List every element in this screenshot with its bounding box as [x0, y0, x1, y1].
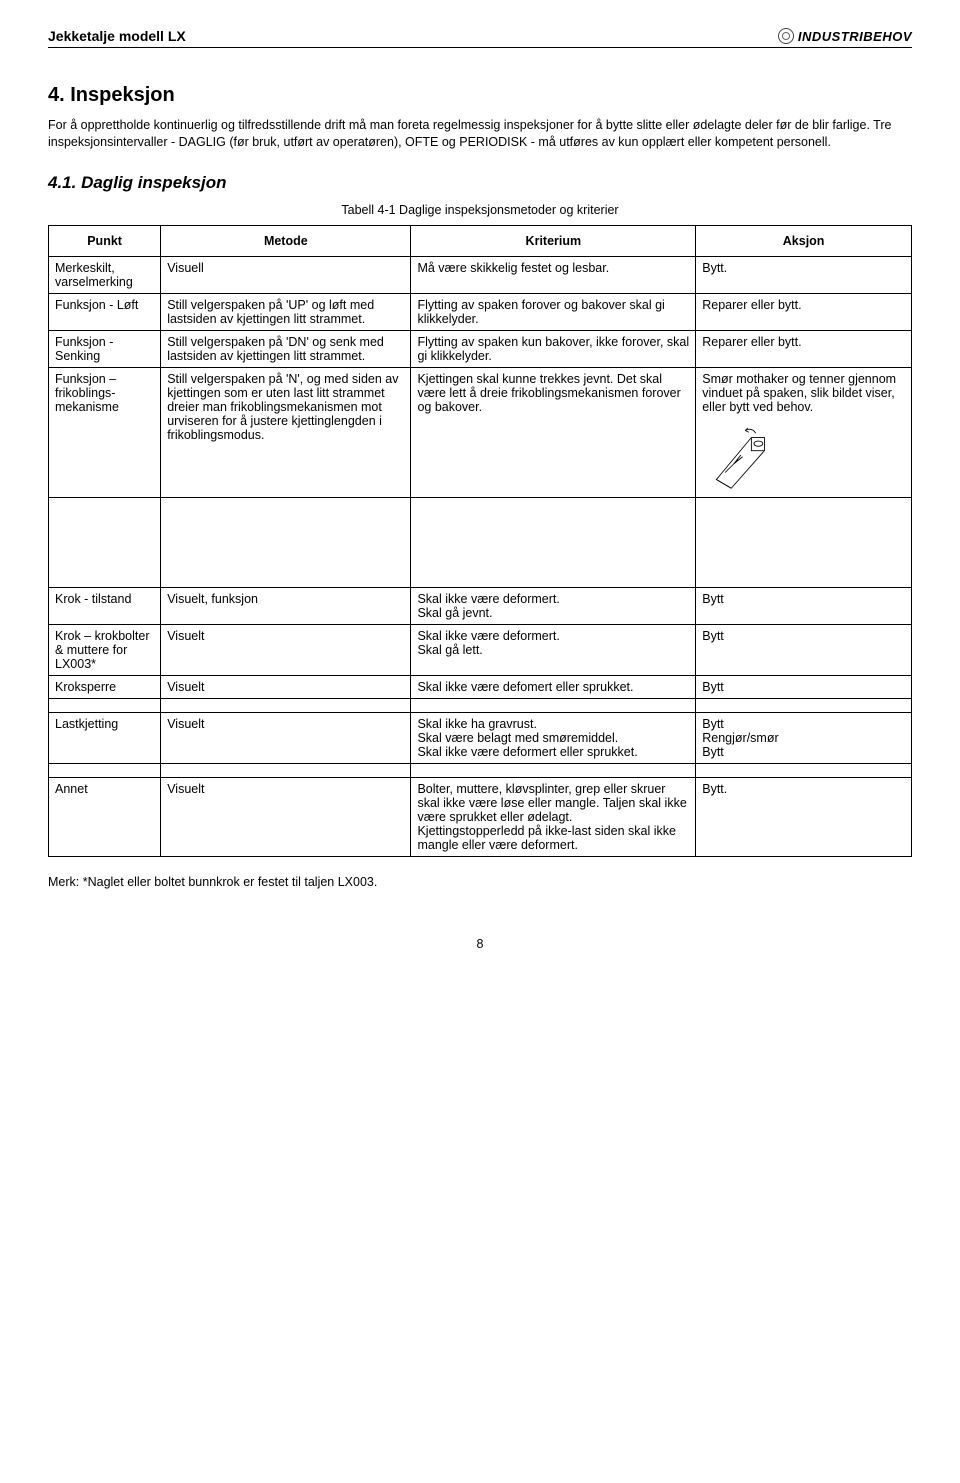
table-cell: Annet — [49, 777, 161, 856]
spacer-row — [49, 698, 912, 712]
table-row: Funksjon - SenkingStill velgerspaken på … — [49, 330, 912, 367]
spacer-row — [49, 763, 912, 777]
table-cell: Visuelt — [161, 675, 411, 698]
table-cell: Skal ikke være deformert.Skal gå jevnt. — [411, 587, 696, 624]
table-row: Krok - tilstandVisuelt, funksjonSkal ikk… — [49, 587, 912, 624]
table-cell: Still velgerspaken på 'DN' og senk med l… — [161, 330, 411, 367]
table-cell: Funksjon - Løft — [49, 293, 161, 330]
th-punkt: Punkt — [49, 225, 161, 256]
table-row: Merkeskilt, varselmerkingVisuellMå være … — [49, 256, 912, 293]
table-cell: Flytting av spaken kun bakover, ikke for… — [411, 330, 696, 367]
footnote: Merk: *Naglet eller boltet bunnkrok er f… — [48, 875, 912, 889]
inspection-table: Punkt Metode Kriterium Aksjon Merkeskilt… — [48, 225, 912, 857]
table-cell: Skal ikke være defomert eller sprukket. — [411, 675, 696, 698]
table-cell: Still velgerspaken på 'UP' og løft med l… — [161, 293, 411, 330]
th-aksjon: Aksjon — [696, 225, 912, 256]
table-body: Merkeskilt, varselmerkingVisuellMå være … — [49, 256, 912, 856]
table-cell: Må være skikkelig festet og lesbar. — [411, 256, 696, 293]
table-cell: Visuelt — [161, 624, 411, 675]
table-cell: Visuelt — [161, 712, 411, 763]
subsection-title: 4.1. Daglig inspeksjon — [48, 173, 912, 193]
table-cell: Funksjon - Senking — [49, 330, 161, 367]
table-cell: Reparer eller bytt. — [696, 293, 912, 330]
table-header-row: Punkt Metode Kriterium Aksjon — [49, 225, 912, 256]
page-number: 8 — [48, 937, 912, 951]
table-cell: Merkeskilt, varselmerking — [49, 256, 161, 293]
page-header: Jekketalje modell LX INDUSTRIBEHOV — [48, 28, 912, 48]
logo-icon — [778, 28, 794, 44]
section-title: 4. Inspeksjon — [48, 84, 912, 107]
table-cell: Bytt — [696, 675, 912, 698]
table-cell: Reparer eller bytt. — [696, 330, 912, 367]
table-cell: Krok - tilstand — [49, 587, 161, 624]
table-cell: Funksjon – frikoblings-mekanisme — [49, 367, 161, 497]
section-intro: For å opprettholde kontinuerlig og tilfr… — [48, 117, 912, 151]
table-cell: Smør mothaker og tenner gjennom vinduet … — [696, 367, 912, 497]
table-cell: Kjettingen skal kunne trekkes jevnt. Det… — [411, 367, 696, 497]
table-cell: ByttRengjør/smørBytt — [696, 712, 912, 763]
table-cell: Skal ikke være deformert.Skal gå lett. — [411, 624, 696, 675]
table-cell: Flytting av spaken forover og bakover sk… — [411, 293, 696, 330]
table-caption: Tabell 4-1 Daglige inspeksjonsmetoder og… — [48, 203, 912, 217]
table-row: AnnetVisueltBolter, muttere, kløvsplinte… — [49, 777, 912, 856]
th-kriterium: Kriterium — [411, 225, 696, 256]
table-row: LastkjettingVisueltSkal ikke ha gravrust… — [49, 712, 912, 763]
table-cell: Kroksperre — [49, 675, 161, 698]
table-row: Funksjon - LøftStill velgerspaken på 'UP… — [49, 293, 912, 330]
th-metode: Metode — [161, 225, 411, 256]
spacer-row — [49, 497, 912, 587]
table-cell: Bytt — [696, 587, 912, 624]
table-cell: Krok – krokbolter & muttere for LX003* — [49, 624, 161, 675]
logo-text: INDUSTRIBEHOV — [798, 29, 912, 44]
table-cell: Still velgerspaken på 'N', og med siden … — [161, 367, 411, 497]
table-cell: Visuelt — [161, 777, 411, 856]
table-cell: Bytt — [696, 624, 912, 675]
table-cell: Lastkjetting — [49, 712, 161, 763]
header-logo: INDUSTRIBEHOV — [778, 28, 912, 44]
table-row: Krok – krokbolter & muttere for LX003*Vi… — [49, 624, 912, 675]
table-cell: Bolter, muttere, kløvsplinter, grep elle… — [411, 777, 696, 856]
table-cell: Bytt. — [696, 777, 912, 856]
table-cell: Visuell — [161, 256, 411, 293]
header-title: Jekketalje modell LX — [48, 28, 186, 44]
table-row: Funksjon – frikoblings-mekanismeStill ve… — [49, 367, 912, 497]
lever-sketch-icon — [702, 420, 792, 490]
table-cell: Bytt. — [696, 256, 912, 293]
table-cell: Visuelt, funksjon — [161, 587, 411, 624]
table-cell: Skal ikke ha gravrust.Skal være belagt m… — [411, 712, 696, 763]
table-row: KroksperreVisueltSkal ikke være defomert… — [49, 675, 912, 698]
